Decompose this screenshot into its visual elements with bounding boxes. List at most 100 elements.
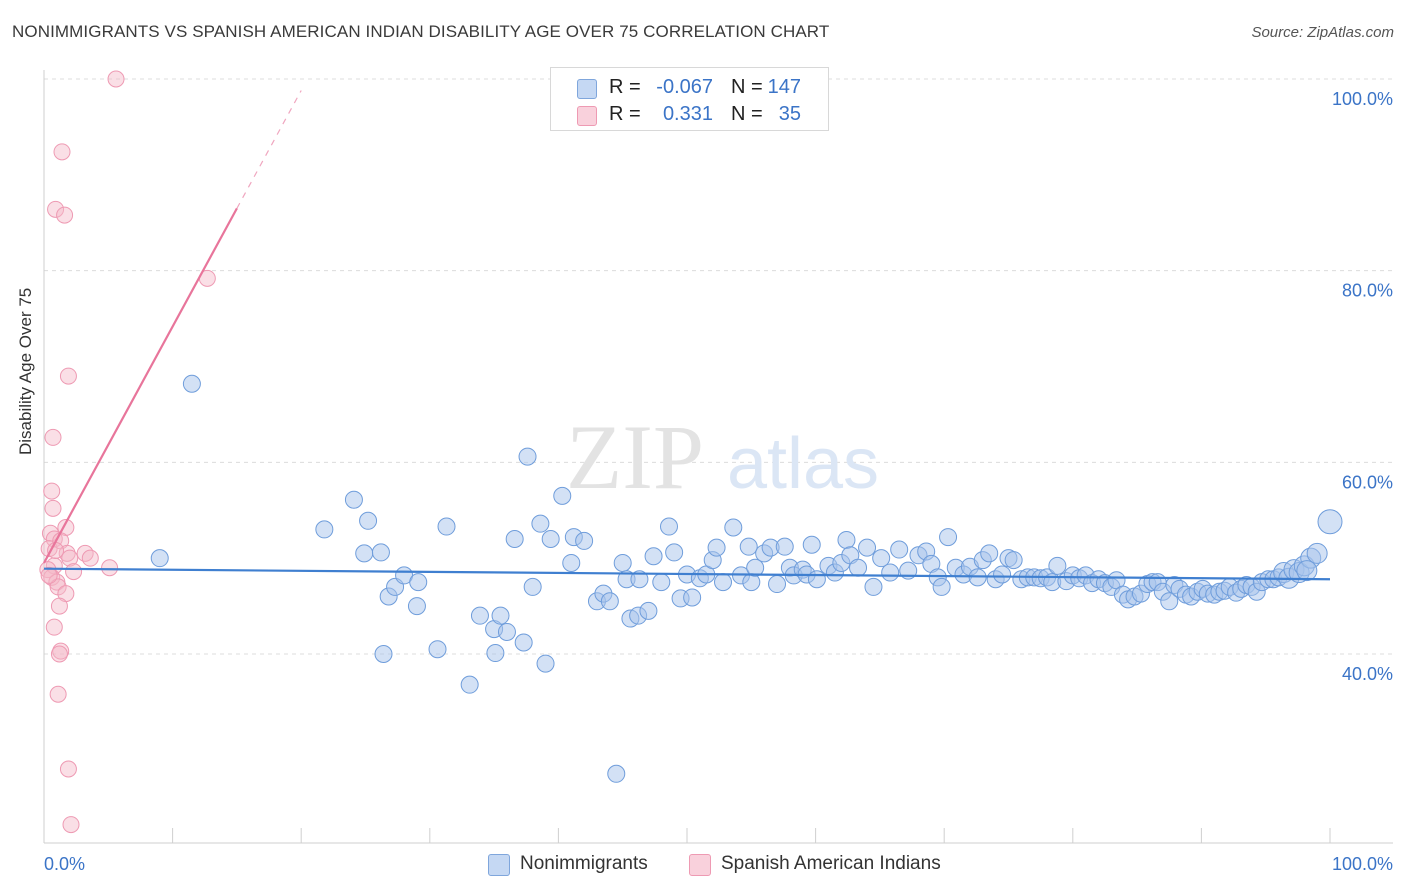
data-point [409, 573, 428, 592]
series-nonimmigrants [150, 374, 1343, 783]
trend-line-extension [236, 90, 302, 209]
data-point [746, 558, 765, 577]
series-spanish-american-indians [39, 70, 216, 834]
data-point [644, 547, 663, 566]
axes [43, 70, 1393, 844]
data-point [514, 633, 533, 652]
data-point [491, 606, 510, 625]
legend-n-value: 35 [778, 103, 801, 125]
data-point [541, 530, 560, 548]
data-point [890, 540, 909, 559]
data-point [40, 566, 58, 584]
data-point [497, 622, 516, 641]
data-point [101, 559, 119, 577]
data-point [43, 482, 61, 500]
data-point [1306, 542, 1328, 564]
y-tick-label: 40.0% [1342, 664, 1393, 684]
data-point [49, 685, 67, 703]
y-axis-label: Disability Age Over 75 [16, 287, 35, 455]
x-tick-label: 100.0% [1332, 854, 1393, 874]
data-point [1004, 551, 1023, 570]
data-point [371, 543, 390, 562]
data-point [428, 640, 447, 659]
data-point [52, 642, 70, 660]
data-point [739, 537, 758, 556]
data-point [714, 573, 733, 592]
data-point [470, 606, 489, 625]
trend-line-nonimmigrants [43, 567, 1331, 581]
data-point [802, 535, 821, 554]
data-point [1317, 509, 1343, 535]
data-point [864, 577, 883, 596]
y-tick-label: 60.0% [1342, 472, 1393, 492]
data-point [59, 760, 77, 778]
data-point [768, 575, 787, 594]
data-point [460, 675, 479, 694]
data-point [65, 563, 83, 581]
data-point [437, 517, 456, 536]
legend-n-value: 147 [767, 76, 801, 98]
legend-series-label: Nonimmigrants [520, 853, 648, 874]
data-point [61, 549, 79, 567]
data-point [523, 577, 542, 596]
legend-r-value: 0.331 [662, 103, 713, 125]
data-point [315, 520, 334, 539]
data-point [607, 764, 626, 783]
data-point [872, 549, 891, 568]
data-point [980, 544, 999, 563]
legend-r-label: R = [609, 76, 641, 98]
legend-swatch-pink [577, 106, 597, 126]
data-point [47, 200, 65, 218]
data-point [932, 577, 951, 596]
legend-r-label: R = [609, 103, 641, 125]
data-point [1296, 560, 1318, 582]
data-point [575, 531, 594, 550]
data-point [659, 517, 678, 536]
legend-r-value: -0.067 [656, 76, 713, 98]
source-label[interactable]: Source: ZipAtlas.com [1251, 24, 1394, 41]
data-point [562, 553, 581, 572]
data-point [81, 549, 99, 567]
data-point [683, 588, 702, 607]
data-point [881, 563, 900, 582]
data-point [1048, 556, 1067, 575]
data-point [50, 597, 68, 615]
legend-swatch-pink [689, 854, 711, 876]
data-point [939, 528, 958, 547]
data-point [44, 499, 62, 517]
data-point [518, 447, 537, 466]
data-point [724, 518, 743, 537]
data-point [775, 537, 794, 556]
data-point [630, 570, 649, 589]
watermark-atlas: atlas [727, 424, 879, 504]
data-point [374, 645, 393, 663]
data-point [707, 538, 726, 557]
legend-swatch-blue [488, 854, 510, 876]
legend-n-label: N = [731, 103, 763, 125]
data-point [1160, 592, 1179, 611]
data-point [344, 490, 363, 509]
data-point [613, 553, 632, 572]
data-point [536, 654, 555, 673]
data-point [44, 428, 62, 446]
data-point [76, 544, 94, 562]
trend-lines [43, 90, 1331, 581]
y-tick-label: 100.0% [1332, 89, 1393, 109]
x-tick-label: 0.0% [44, 854, 85, 874]
data-point [62, 816, 80, 834]
correlation-legend: R = -0.067 N = 147 R = 0.331 N = 35 [550, 67, 829, 131]
y-tick-label: 80.0% [1342, 281, 1393, 301]
data-point [505, 530, 524, 548]
data-point [652, 573, 671, 592]
chart-title: NONIMMIGRANTS VS SPANISH AMERICAN INDIAN… [12, 22, 830, 41]
watermark-zip: ZIP [566, 406, 704, 508]
legend-series-label: Spanish American Indians [721, 853, 941, 874]
data-point [849, 558, 868, 577]
data-point [50, 645, 68, 663]
data-point [45, 618, 63, 636]
legend-n-label: N = [731, 76, 763, 98]
data-point [858, 538, 877, 557]
data-point [150, 549, 169, 568]
data-point [359, 511, 378, 530]
